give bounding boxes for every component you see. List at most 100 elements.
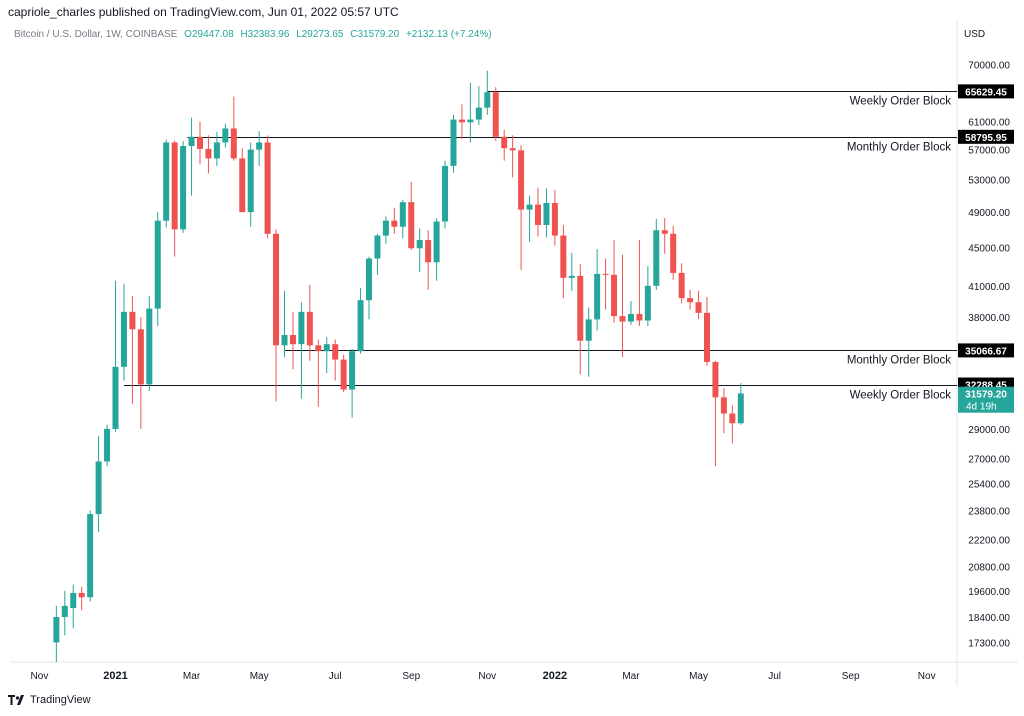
candle-body bbox=[644, 285, 651, 321]
y-tick-label: 49000.00 bbox=[968, 208, 1010, 219]
x-tick-label: Mar bbox=[622, 671, 640, 682]
candle-body bbox=[213, 142, 220, 159]
candle-body bbox=[636, 313, 643, 321]
candle-body bbox=[509, 148, 516, 151]
candle-body bbox=[391, 220, 398, 227]
bar-countdown: 4d 19h bbox=[966, 402, 997, 413]
candle-body bbox=[61, 605, 68, 617]
candle-body bbox=[467, 119, 474, 123]
candle-body bbox=[442, 165, 449, 222]
x-tick-label: Nov bbox=[478, 671, 496, 682]
candle-body bbox=[205, 148, 212, 159]
currency-label: USD bbox=[964, 29, 985, 40]
candle-body bbox=[425, 240, 432, 263]
candle-body bbox=[323, 344, 330, 352]
y-tick-label: 17300.00 bbox=[968, 638, 1010, 649]
candle-body bbox=[695, 302, 702, 313]
candle-body bbox=[475, 107, 482, 120]
candle-body bbox=[399, 202, 406, 227]
y-tick-label: 53000.00 bbox=[968, 176, 1010, 187]
candle-body bbox=[70, 592, 77, 609]
order-block-label: Monthly Order Block bbox=[847, 142, 951, 154]
candle-body bbox=[492, 92, 499, 137]
y-tick-label: 20800.00 bbox=[968, 562, 1010, 573]
candle-body bbox=[484, 92, 491, 108]
x-tick-label: 2021 bbox=[103, 670, 127, 682]
last-price-label: 31579.20 bbox=[965, 390, 1007, 401]
candle-body bbox=[332, 344, 339, 360]
candle-body bbox=[526, 204, 533, 210]
candle-body bbox=[104, 428, 111, 462]
x-tick-label: Sep bbox=[402, 671, 420, 682]
candle-body bbox=[256, 142, 263, 150]
y-tick-label: 18400.00 bbox=[968, 613, 1010, 624]
y-tick-label: 19600.00 bbox=[968, 587, 1010, 598]
candle-body bbox=[306, 311, 313, 346]
y-tick-label: 45000.00 bbox=[968, 243, 1010, 254]
candle-body bbox=[289, 334, 296, 345]
x-tick-label: Nov bbox=[918, 671, 936, 682]
candle-body bbox=[560, 235, 567, 278]
candle-body bbox=[501, 136, 508, 149]
candle-body bbox=[112, 366, 119, 429]
order-block-label: Weekly Order Block bbox=[850, 390, 952, 402]
candle-body bbox=[239, 158, 246, 213]
tradingview-logo-icon bbox=[8, 695, 26, 705]
x-tick-label: Jul bbox=[768, 671, 781, 682]
symbol-name: Bitcoin / U.S. Dollar, 1W, COINBASE bbox=[14, 29, 178, 40]
last-price-tag bbox=[958, 386, 1014, 413]
candle-body bbox=[737, 393, 744, 424]
candle-body bbox=[535, 204, 541, 225]
candle-body bbox=[382, 220, 389, 236]
candle-body bbox=[670, 233, 677, 273]
level-price-label: 32288.45 bbox=[965, 381, 1007, 392]
candle-body bbox=[53, 616, 60, 643]
level-price-tag bbox=[958, 129, 1014, 144]
candle-body bbox=[687, 298, 694, 303]
candle-body bbox=[357, 300, 364, 352]
level-price-tag bbox=[958, 343, 1014, 358]
candle-body bbox=[315, 345, 322, 352]
x-tick-label: May bbox=[250, 671, 269, 682]
candle-body bbox=[653, 230, 660, 286]
candle-body bbox=[366, 258, 372, 301]
candle-body bbox=[568, 275, 575, 278]
candle-body bbox=[577, 275, 584, 341]
x-tick-label: Nov bbox=[31, 671, 49, 682]
candle-body bbox=[729, 413, 736, 424]
y-tick-label: 29000.00 bbox=[968, 425, 1010, 436]
x-tick-label: Jul bbox=[329, 671, 342, 682]
candle-body bbox=[594, 273, 601, 320]
y-tick-label: 70000.00 bbox=[968, 61, 1010, 72]
candle-body bbox=[273, 233, 280, 346]
candle-body bbox=[585, 319, 592, 341]
candle-body bbox=[129, 311, 136, 330]
y-tick-label: 27000.00 bbox=[968, 454, 1010, 465]
y-tick-label: 23800.00 bbox=[968, 507, 1010, 518]
level-price-label: 65629.45 bbox=[965, 87, 1007, 98]
order-block-label: Monthly Order Block bbox=[847, 355, 951, 367]
candle-body bbox=[171, 142, 178, 230]
candle-body bbox=[281, 334, 288, 346]
candle-body bbox=[180, 146, 187, 230]
ohlc-high: H32383.96 bbox=[240, 29, 290, 40]
candle-body bbox=[551, 202, 558, 236]
candle-body bbox=[87, 514, 94, 598]
candle-body bbox=[543, 202, 550, 225]
x-tick-label: 2022 bbox=[543, 670, 567, 682]
candle-body bbox=[518, 150, 525, 210]
candle-body bbox=[188, 136, 195, 147]
ohlc-change: +2132.13 (+7.24%) bbox=[405, 29, 492, 40]
footer-brand: TradingView bbox=[30, 694, 91, 706]
price-chart[interactable]: USD 70000.00 61000.00 57000.00 53000.00 49000… bbox=[0, 0, 1024, 690]
ohlc-open: O29447.08 bbox=[184, 29, 234, 40]
footer: TradingView bbox=[8, 694, 91, 706]
candle-body bbox=[349, 351, 356, 390]
level-price-tag bbox=[958, 84, 1014, 99]
candle-body bbox=[247, 149, 254, 213]
candle-body bbox=[433, 221, 440, 263]
candle-body bbox=[78, 592, 85, 598]
candle-body bbox=[458, 119, 465, 123]
x-tick-label: Mar bbox=[183, 671, 201, 682]
candle-body bbox=[146, 308, 153, 385]
